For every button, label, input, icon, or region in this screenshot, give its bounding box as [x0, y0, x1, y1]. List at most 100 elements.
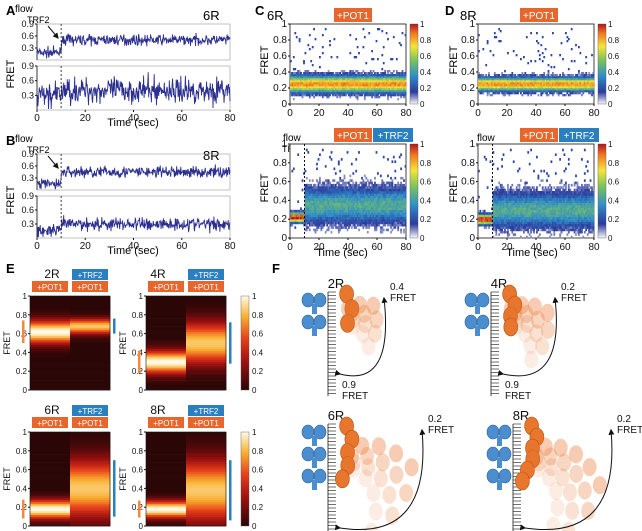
panel-c-top-cell [329, 92, 331, 95]
panel-c-top-cell [365, 86, 368, 89]
panel-d-bottom-cell [524, 212, 527, 215]
panel-d-bottom-cell [585, 216, 588, 220]
panel-c-bottom-cell [371, 198, 373, 201]
panel-d-bottom-cell [515, 216, 518, 220]
panel-c-bottom-cell [327, 202, 330, 206]
panel-d-top-cell [515, 80, 518, 83]
panel-c-top-y-tick-label: 0.8 [273, 35, 287, 46]
panel-c-top-cell [340, 76, 343, 79]
panel-d-bottom-cell [536, 188, 538, 192]
panel-d-bottom-cell [541, 226, 544, 229]
panel-d-top-cell [581, 88, 583, 91]
panel-c-bottom-cell [298, 214, 301, 218]
panel-c-bottom-cell [401, 212, 404, 215]
panel-c-top-cell [387, 76, 389, 79]
panel-d-bottom-cell [540, 195, 543, 199]
panel-c-bottom-cell [310, 219, 313, 222]
panel-d-bottom-cell [493, 223, 496, 227]
panel-c-bottom-x-tick-label: 80 [400, 242, 412, 253]
panel-d-top-cell [483, 76, 486, 79]
panel-c-top-cell [292, 76, 295, 79]
panel-c-top-cell [332, 82, 334, 85]
panel-c-bottom-cell [332, 219, 334, 222]
panel-c-bottom-cell [339, 221, 342, 225]
panel-d-bottom-cell [581, 158, 583, 161]
panel-d-top-cell [507, 78, 509, 81]
panel-d-top-cell [536, 84, 538, 87]
panel-c-top-cell [371, 88, 373, 91]
panel-d-bottom-cell [486, 216, 489, 220]
panel-d-bottom-cell [502, 186, 505, 189]
panel-d-bottom-cell [504, 219, 506, 222]
panel-c-bottom-cell [332, 198, 334, 201]
panel-c-top-cell [398, 90, 401, 93]
panel-c-top-cell [317, 88, 320, 91]
panel-c-top-cell [400, 44, 402, 47]
panel-d-bottom-cell [504, 195, 506, 199]
panel-c-bottom-cell [378, 219, 381, 222]
panel-d-top-cell [495, 86, 498, 89]
panel-d-bottom-cell [543, 169, 546, 173]
panel-d-bottom-cell [543, 221, 546, 225]
panel-c-top-cell [321, 46, 324, 49]
panel-c-bottom-cell [353, 195, 356, 199]
panel-c-bottom-cell [362, 198, 365, 201]
panel-d-top-cell [491, 90, 493, 93]
panel-c-bottom-cell [320, 209, 323, 213]
panel-c-bottom-cell [317, 195, 320, 199]
panel-a-upper-y-tick-label: 0.6 [21, 31, 34, 41]
panel-a: 6R flow TRF2 FRET 0.30.60.9 0.30.60.90 20… [5, 4, 236, 129]
panel-c-bottom-cell [401, 221, 404, 225]
panel-d-bottom-cell [552, 191, 554, 194]
panel-c-bottom-cell [400, 167, 402, 171]
panel-c-bottom-cell [329, 209, 331, 213]
panel-c-top-cell [359, 76, 362, 79]
panel-c-bottom-cell [374, 223, 376, 227]
panel-c-bottom-cell [340, 216, 343, 220]
panel-d-bottom-cell [546, 191, 548, 194]
panel-d-top-cell [573, 78, 576, 81]
panel-c-bottom-cell [385, 214, 388, 218]
panel-d-bottom-cell [488, 221, 490, 225]
panel-c-top-cell [372, 78, 375, 81]
panel-d-top-cell [552, 94, 554, 97]
panel-c-bottom-pot1-text: +POT1 [337, 131, 369, 142]
panel-c-top-colorbar-label: 0.4 [420, 68, 432, 77]
panel-d-top-cell [514, 90, 517, 93]
panel-c-bottom-cell [395, 202, 398, 206]
panel-c-bottom-cell [334, 205, 337, 208]
panel-c-bottom-cell [375, 200, 378, 203]
panel-c-bottom-cell [365, 219, 368, 222]
panel-c-top-cell [359, 82, 362, 85]
panel-c-top-cell [321, 86, 324, 89]
panel-c-bottom-cell [311, 202, 314, 206]
panel-c-bottom-cell [349, 174, 352, 178]
panel-c-top-cell [337, 90, 340, 93]
panel-d-bottom-cell [486, 223, 489, 227]
panel-d-bottom-cell [501, 202, 503, 206]
panel-c-top-cell [369, 70, 372, 73]
panel-c-bottom-cell [403, 191, 405, 194]
panel-c-bottom-cell [346, 195, 349, 199]
panel-d-top-cell [547, 90, 550, 93]
panel-d-bottom-cell [573, 207, 576, 210]
panel-c-bottom-cell [349, 195, 352, 199]
panel-c-top-cell [324, 74, 327, 77]
panel-d-bottom-cell [501, 223, 503, 227]
panel-d-bottom-cell [498, 207, 501, 210]
panel-c-top-cell [400, 88, 402, 91]
panel-c-bottom-cell [337, 226, 340, 229]
panel-c-top-cell [321, 74, 324, 77]
panel-c-bottom-cell [395, 216, 398, 220]
panel-d-bottom-cell [578, 221, 580, 225]
panel-d-top-cell [523, 88, 525, 91]
panel-d-top-cell [507, 84, 509, 87]
panel-c-top-cell [403, 90, 405, 93]
panel-c-bottom-cell [388, 181, 391, 185]
panel-c-top-cell [311, 92, 314, 95]
panel-c-bottom-cell [337, 202, 340, 206]
panel-c-top-cell [323, 90, 326, 93]
panel-d-bottom-cell [507, 235, 509, 239]
panel-c-top-cell [340, 94, 343, 97]
panel-a-lower-y-tick-label: 0.9 [21, 61, 34, 71]
